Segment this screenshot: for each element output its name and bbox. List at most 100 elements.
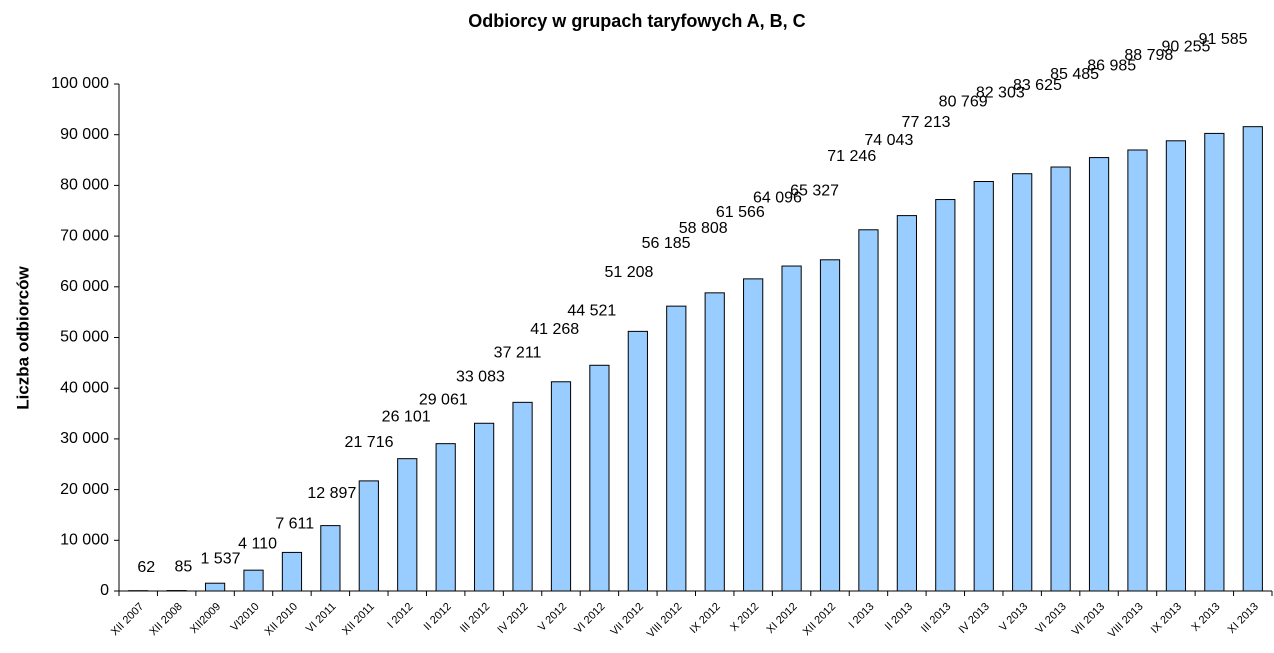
bar [1204, 132, 1225, 592]
y-tick-label: 50 000 [60, 329, 109, 346]
value-label: 83 625 [1013, 77, 1062, 94]
x-tick-label: IV 2013 [957, 601, 992, 636]
bar [320, 525, 341, 592]
value-label: 33 083 [456, 368, 505, 385]
value-label: 4 110 [238, 536, 277, 553]
value-label: 61 566 [716, 204, 765, 221]
bar [512, 401, 533, 592]
value-label: 85 485 [1050, 66, 1099, 83]
bar [1012, 173, 1033, 592]
bar [358, 480, 379, 592]
bar [858, 229, 879, 592]
x-tick-label: I 2012 [385, 601, 415, 631]
bar [281, 551, 303, 592]
x-tick-label: IV 2012 [495, 601, 530, 636]
y-axis-title: Liczba odbiorców [13, 265, 32, 409]
value-label: 41 268 [530, 321, 579, 338]
y-tick-label: 20 000 [60, 481, 109, 498]
y-tick-label: 80 000 [60, 177, 109, 194]
value-label: 29 061 [419, 392, 468, 409]
bar [1127, 149, 1148, 592]
y-tick-label: 60 000 [60, 278, 109, 295]
bar [1088, 157, 1110, 592]
x-tick-label: VII 2013 [1070, 601, 1107, 638]
value-label: 21 716 [345, 434, 394, 451]
x-tick-label: XII 2010 [263, 601, 300, 638]
x-tick-label: X 2013 [1189, 601, 1222, 634]
value-label: 91 585 [1199, 31, 1248, 48]
x-tick-label: III 2013 [919, 601, 953, 635]
bar [896, 215, 917, 592]
value-label: 51 208 [604, 264, 653, 281]
x-tick-label: X 2012 [728, 601, 761, 634]
value-label: 86 985 [1087, 57, 1136, 74]
bar [743, 278, 764, 592]
x-tick-label: I 2013 [847, 601, 877, 631]
value-label: 12 897 [307, 485, 356, 502]
y-tick-label: 0 [100, 582, 109, 599]
x-tick-label: XII 2007 [109, 601, 146, 638]
x-tick-label: VIII 2013 [1106, 601, 1146, 641]
value-label: 88 798 [1124, 47, 1173, 64]
value-label: 58 808 [679, 220, 728, 237]
x-tick-label: II 2013 [883, 601, 915, 633]
bar [435, 443, 456, 592]
x-tick-label: VIII 2012 [645, 601, 685, 641]
bar [1165, 140, 1187, 592]
value-label: 82 303 [976, 84, 1025, 101]
value-label: 1 537 [200, 550, 240, 567]
x-tick-label: VI 2013 [1033, 601, 1068, 636]
bar [666, 305, 687, 592]
x-tick-label: XI 2012 [764, 601, 799, 636]
bar [704, 292, 725, 592]
x-tick-label: XII2009 [188, 601, 223, 636]
value-label: 90 255 [1161, 39, 1210, 56]
value-label: 64 096 [753, 189, 802, 206]
x-tick-label: VI 2012 [572, 601, 607, 636]
y-tick-label: 70 000 [60, 227, 109, 244]
value-label: 74 043 [864, 132, 913, 149]
value-label: 56 185 [642, 235, 691, 252]
value-label: 85 [174, 559, 192, 576]
y-tick-label: 10 000 [60, 532, 109, 549]
x-tick-label: III 2012 [458, 601, 492, 635]
value-label: 26 101 [382, 409, 431, 426]
x-tick-label: VI2010 [229, 601, 262, 634]
x-tick-label: XI 2013 [1226, 601, 1261, 636]
bar [204, 582, 226, 592]
value-label: 71 246 [827, 148, 876, 165]
x-tick-label: VI 2011 [304, 601, 339, 636]
bar [973, 181, 994, 592]
bar [1242, 126, 1263, 592]
bar [819, 259, 841, 592]
value-label: 77 213 [902, 114, 951, 131]
bar [935, 199, 956, 592]
value-label: 44 521 [567, 302, 616, 319]
x-tick-label: II 2012 [422, 601, 454, 633]
x-tick-label: XII 2012 [801, 601, 838, 638]
x-tick-label: XII 2008 [147, 601, 184, 638]
bar [474, 422, 495, 592]
bar [397, 458, 418, 592]
x-tick-label: IX 2013 [1149, 601, 1184, 636]
bar [1050, 166, 1071, 592]
value-label: 37 211 [494, 345, 542, 362]
value-label: 80 769 [939, 93, 988, 110]
bar [627, 330, 648, 592]
value-label: 62 [137, 559, 155, 576]
y-tick-label: 90 000 [60, 126, 109, 143]
value-label: 7 611 [275, 515, 314, 532]
x-tick-label: V 2013 [997, 601, 1030, 634]
value-label: 65 327 [790, 182, 839, 199]
bar [243, 569, 264, 592]
chart-title: Odbiorcy w grupach taryfowych A, B, C [468, 11, 805, 31]
x-tick-label: V 2012 [536, 601, 569, 634]
bar [550, 381, 572, 592]
x-tick-label: IX 2012 [688, 601, 723, 636]
bar [781, 265, 802, 592]
x-tick-label: XII 2011 [340, 601, 377, 638]
y-tick-label: 40 000 [60, 379, 109, 396]
bar [589, 364, 610, 592]
y-tick-label: 30 000 [60, 430, 109, 447]
